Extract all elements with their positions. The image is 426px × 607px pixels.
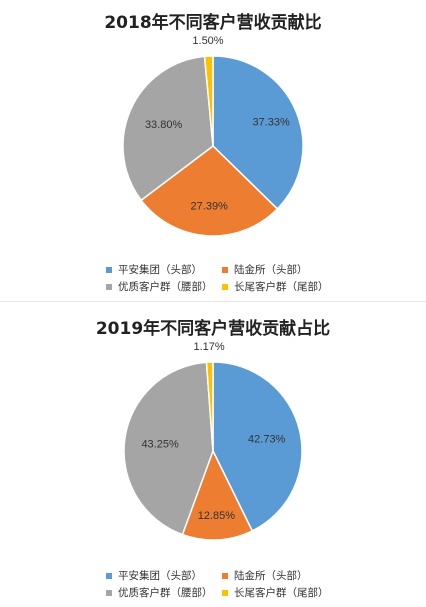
pie-slice xyxy=(205,361,214,452)
legend-label: 平安集团（头部） xyxy=(118,264,202,276)
chart-2018: 2018年不同客户营收贡献比 37.33% 27.39% 33.80% 1.50% 平… xyxy=(0,0,426,300)
legend-item: 优质客户群（腰部） xyxy=(106,585,213,600)
data-label: 1.17% xyxy=(193,341,224,353)
legend-swatch xyxy=(222,283,228,290)
chart-2019: 2019年不同客户营收贡献占比 42.73% 12.85% 43.25% 1.17% … xyxy=(0,304,426,607)
pie-slice xyxy=(212,361,303,532)
chart-title: 2018年不同客户营收贡献比 xyxy=(104,13,322,33)
legend-swatch xyxy=(106,266,112,273)
legend-item: 优质客户群（腰部） xyxy=(106,279,213,294)
data-label: 27.39% xyxy=(191,200,229,212)
legend-item: 平安集团（头部） xyxy=(106,568,202,583)
legend-swatch xyxy=(222,266,228,273)
pie-chart: 37.33% 27.39% 33.80% 1.50% xyxy=(122,35,304,237)
legend-label: 陆金所（头部） xyxy=(234,264,308,276)
legend-label: 平安集团（头部） xyxy=(118,570,202,582)
pie-slice xyxy=(181,449,254,541)
legend-swatch xyxy=(222,572,228,579)
pie-chart: 42.73% 12.85% 43.25% 1.17% xyxy=(123,341,303,541)
legend-swatch xyxy=(106,572,112,579)
pie-slice xyxy=(212,55,304,210)
legend-swatch xyxy=(106,283,112,290)
legend-label: 优质客户群（腰部） xyxy=(118,281,213,293)
legend-label: 长尾客户群（尾部） xyxy=(234,587,329,599)
pie-slice xyxy=(203,55,214,147)
data-label: 12.85% xyxy=(198,510,236,522)
legend-swatch xyxy=(106,589,112,596)
legend-label: 优质客户群（腰部） xyxy=(118,587,213,599)
legend-swatch xyxy=(222,589,228,596)
chart-title: 2019年不同客户营收贡献占比 xyxy=(95,319,331,339)
data-label: 33.80% xyxy=(145,119,183,131)
legend-item: 陆金所（头部） xyxy=(222,568,308,583)
data-label: 1.50% xyxy=(192,35,223,47)
pie-slice xyxy=(123,361,214,536)
legend-label: 长尾客户群（尾部） xyxy=(234,281,329,293)
legend-label: 陆金所（头部） xyxy=(234,570,308,582)
data-label: 42.73% xyxy=(248,434,286,446)
divider xyxy=(0,301,426,302)
legend-item: 长尾客户群（尾部） xyxy=(222,279,329,294)
pie-slice xyxy=(122,55,214,202)
data-label: 37.33% xyxy=(252,117,290,129)
data-label: 43.25% xyxy=(141,439,179,451)
legend-item: 陆金所（头部） xyxy=(222,262,308,277)
pie-slice xyxy=(140,145,279,237)
legend-item: 长尾客户群（尾部） xyxy=(222,585,329,600)
legend-item: 平安集团（头部） xyxy=(106,262,202,277)
